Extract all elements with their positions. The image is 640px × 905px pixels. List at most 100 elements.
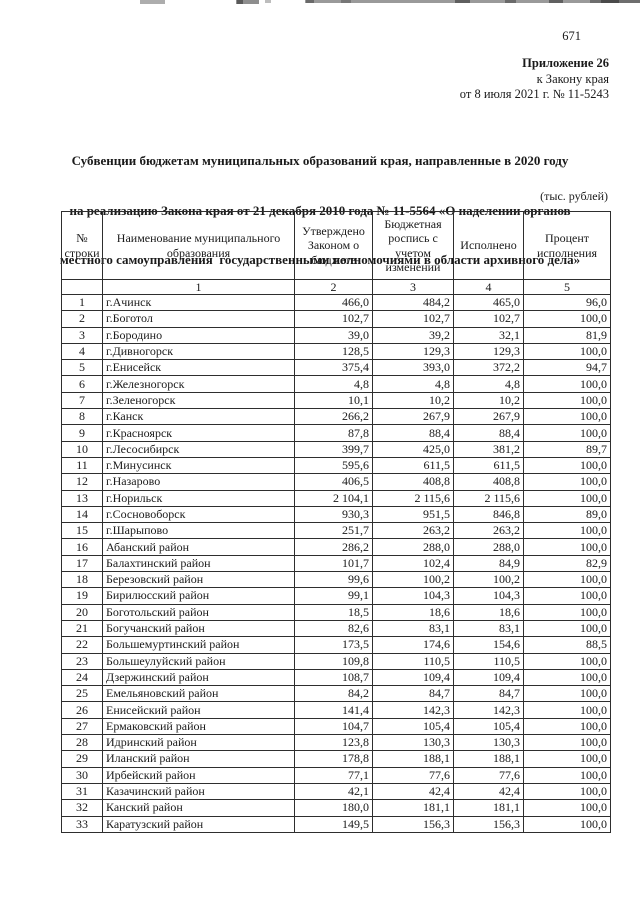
cell-num: 31 (61, 782, 103, 801)
cell-executed: 611,5 (453, 456, 524, 475)
cell-revised: 102,4 (372, 554, 454, 573)
cell-approved: 930,3 (294, 505, 373, 524)
cell-name: г.Дивногорск (102, 342, 295, 361)
cell-num: 2 (61, 310, 103, 328)
cell-revised: 611,5 (372, 456, 454, 475)
table-row: 10 г.Лесосибирск 399,7 425,0 381,2 89,7 (61, 440, 611, 458)
cell-executed: 156,3 (453, 815, 524, 833)
cell-num: 26 (61, 701, 103, 719)
cell-approved: 109,8 (294, 652, 373, 670)
cell-revised: 425,0 (372, 440, 454, 458)
table-row: 19 Бирилюсский район 99,1 104,3 104,3 100,0 (61, 587, 611, 605)
cell-revised: 102,7 (372, 310, 454, 328)
cell-approved: 251,7 (294, 522, 373, 540)
cell-executed: 188,1 (453, 750, 524, 768)
cell-num: 32 (61, 799, 103, 817)
cell-name: Казачинский район (102, 782, 295, 801)
cell-approved: 128,5 (294, 342, 373, 361)
cell-approved: 266,2 (294, 408, 373, 426)
cell-revised: 105,4 (372, 717, 454, 736)
cell-revised: 288,0 (372, 538, 454, 556)
cell-name: г.Минусинск (102, 456, 295, 475)
cell-num: 15 (61, 522, 103, 540)
cell-percent: 100,0 (523, 815, 611, 833)
cell-executed: 100,2 (453, 571, 524, 589)
cell-name: Каратузский район (102, 815, 295, 833)
cell-percent: 100,0 (523, 603, 611, 621)
cell-percent: 82,9 (523, 554, 611, 573)
cell-num: 23 (61, 652, 103, 670)
scan-artifact (601, 0, 619, 3)
cell-revised: 181,1 (372, 799, 454, 817)
cell-name: г.Бородино (102, 326, 295, 344)
cell-num: 3 (61, 326, 103, 344)
cell-executed: 381,2 (453, 440, 524, 458)
table-header: № строки Наименование муниципального обр… (61, 211, 611, 295)
cell-num: 18 (61, 571, 103, 589)
cell-percent: 100,0 (523, 571, 611, 589)
column-index: 4 (453, 279, 524, 295)
cell-revised: 951,5 (372, 505, 454, 524)
cell-percent: 100,0 (523, 310, 611, 328)
column-header-percent: Процент исполнения (523, 211, 611, 280)
column-header-executed: Исполнено (453, 211, 524, 280)
cell-name: Канский район (102, 799, 295, 817)
cell-executed: 154,6 (453, 636, 524, 654)
cell-revised: 129,3 (372, 342, 454, 361)
cell-approved: 286,2 (294, 538, 373, 556)
cell-name: г.Боготол (102, 310, 295, 328)
cell-percent: 100,0 (523, 766, 611, 784)
cell-num: 28 (61, 734, 103, 752)
table-row: 4 г.Дивногорск 128,5 129,3 129,3 100,0 (61, 342, 611, 361)
cell-percent: 100,0 (523, 473, 611, 491)
appendix-line: Приложение 26 (522, 56, 609, 70)
cell-revised: 156,3 (372, 815, 454, 833)
scan-artifact (265, 0, 271, 3)
column-header-approved: Утверждено Законом о бюджете (294, 211, 373, 280)
cell-approved: 10,1 (294, 391, 373, 410)
cell-executed: 846,8 (453, 505, 524, 524)
table-row: 15 г.Шарыпово 251,7 263,2 263,2 100,0 (61, 522, 611, 540)
cell-name: г.Сосновоборск (102, 505, 295, 524)
table-row: 25 Емельяновский район 84,2 84,7 84,7 100,0 (61, 685, 611, 703)
cell-approved: 39,0 (294, 326, 373, 344)
column-index: 2 (294, 279, 373, 295)
cell-percent: 100,0 (523, 424, 611, 442)
cell-num: 7 (61, 391, 103, 410)
column-header-row-number: № строки (61, 211, 103, 280)
cell-percent: 100,0 (523, 587, 611, 605)
cell-percent: 100,0 (523, 652, 611, 670)
column-index: 3 (372, 279, 454, 295)
cell-approved: 108,7 (294, 668, 373, 687)
cell-percent: 100,0 (523, 538, 611, 556)
table-row: 5 г.Енисейск 375,4 393,0 372,2 94,7 (61, 359, 611, 377)
cell-num: 33 (61, 815, 103, 833)
table-body: 1 г.Ачинск 466,0 484,2 465,0 96,0 2 г.Боготол 10… (61, 293, 611, 833)
table-row: 8 г.Канск 266,2 267,9 267,9 100,0 (61, 408, 611, 426)
cell-approved: 18,5 (294, 603, 373, 621)
cell-approved: 42,1 (294, 782, 373, 801)
scan-artifact (237, 0, 243, 4)
cell-approved: 178,8 (294, 750, 373, 768)
cell-num: 29 (61, 750, 103, 768)
cell-executed: 102,7 (453, 310, 524, 328)
cell-name: г.Назарово (102, 473, 295, 491)
cell-approved: 4,8 (294, 375, 373, 393)
cell-percent: 100,0 (523, 456, 611, 475)
cell-num: 8 (61, 408, 103, 426)
cell-name: Березовский район (102, 571, 295, 589)
cell-revised: 110,5 (372, 652, 454, 670)
cell-num: 17 (61, 554, 103, 573)
cell-num: 1 (61, 293, 103, 312)
cell-num: 27 (61, 717, 103, 736)
cell-num: 24 (61, 668, 103, 687)
cell-num: 4 (61, 342, 103, 361)
cell-revised: 393,0 (372, 359, 454, 377)
cell-revised: 18,6 (372, 603, 454, 621)
table-row: 20 Боготольский район 18,5 18,6 18,6 100,0 (61, 603, 611, 621)
cell-percent: 100,0 (523, 750, 611, 768)
cell-approved: 466,0 (294, 293, 373, 312)
cell-revised: 408,8 (372, 473, 454, 491)
cell-executed: 263,2 (453, 522, 524, 540)
